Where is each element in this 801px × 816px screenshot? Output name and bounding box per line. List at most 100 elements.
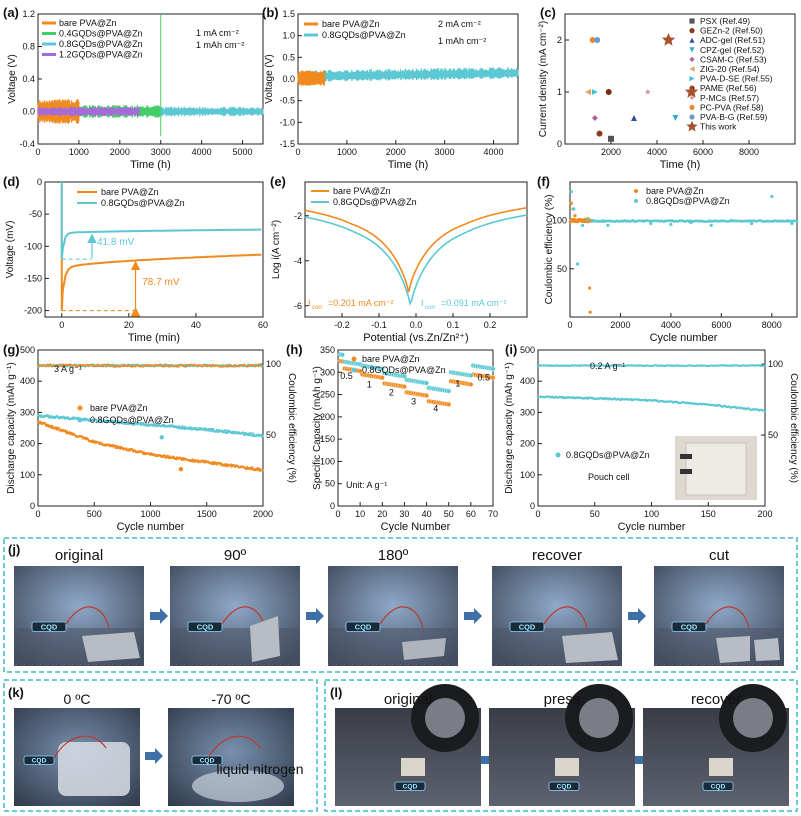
y-tick-label: -0.4 [19, 139, 35, 149]
data-point [424, 393, 430, 399]
y-axis-label: Voltage (V) [264, 54, 275, 103]
rate-label: 1 [367, 379, 372, 389]
x-tick-label: 2000 [601, 147, 621, 157]
x-tick-label: 150 [701, 509, 716, 519]
data-point [243, 433, 246, 436]
data-point [117, 364, 120, 367]
data-point [99, 419, 102, 422]
x-tick-label: 20 [377, 509, 387, 519]
y-tick-label: 300 [20, 407, 35, 417]
data-point [729, 218, 734, 223]
x-tick-label: 0 [59, 320, 64, 330]
data-point [468, 372, 474, 378]
annotation: I [308, 298, 311, 308]
panel-label-h: (h) [286, 342, 303, 357]
photo-note: liquid nitrogen [216, 761, 303, 777]
x-tick-label: 6000 [693, 147, 713, 157]
x-tick-label: 4000 [484, 147, 504, 157]
legend-label: PAME (Ref.56) [700, 83, 757, 93]
data-point [159, 435, 164, 440]
y2-axis-label: Coulombic efficiency (%) [788, 373, 799, 483]
y-tick-label: 0 [30, 501, 35, 511]
legend-marker [351, 356, 357, 362]
y-tick-label: -200 [24, 306, 42, 316]
y-tick-label: 200 [20, 439, 35, 449]
led-device [548, 781, 580, 791]
data-point [225, 365, 229, 368]
y-tick-label: -0.5 [279, 96, 295, 106]
data-point [684, 85, 699, 98]
x-tick-label: 0 [35, 147, 40, 157]
legend-marker [689, 37, 695, 43]
data-point [669, 222, 673, 227]
y-tick-label: 300 [320, 367, 335, 377]
legend-label: GEZn-2 (Ref.50) [700, 26, 763, 36]
pouch-battery [716, 636, 750, 663]
x-tick-label: 200 [757, 509, 772, 519]
data-point [90, 363, 93, 366]
data-point [608, 135, 614, 142]
y-axis-label: Discharge capacity (mAh g⁻¹) [504, 362, 515, 493]
led-device [345, 621, 381, 632]
legend-marker [634, 199, 638, 203]
led-text: CQD [403, 784, 418, 791]
x-tick-label: 1000 [140, 509, 160, 519]
data-point [581, 223, 585, 227]
data-point [202, 459, 205, 462]
y-tick-label: 1.0 [282, 31, 295, 41]
panel-label-f: (f) [537, 174, 550, 189]
x-tick-label: 60 [258, 320, 268, 330]
y-axis-label: Voltage (V) [7, 54, 18, 103]
annotation: =0.201 mA cm⁻² [328, 298, 394, 308]
x-tick-label: 1000 [69, 147, 89, 157]
data-point [215, 428, 218, 431]
legend-label: 0.8GQDs@PVA@Zn [362, 365, 446, 375]
data-point [142, 422, 145, 425]
led-text: CQD [711, 784, 726, 791]
data-point [672, 115, 679, 121]
data-point [82, 363, 85, 367]
legend-label: 0.8GQDs@PVA@Zn [101, 198, 185, 208]
data-point [213, 365, 216, 368]
data-point [180, 458, 183, 462]
x-axis-label: Potential (vs.Zn/Zn²⁺) [363, 332, 468, 344]
y-tick-label: 50 [557, 264, 567, 274]
led-device [671, 621, 707, 632]
x-tick-label: 3000 [435, 147, 455, 157]
y-tick-label: 100 [20, 470, 35, 480]
ice-container [58, 742, 130, 796]
data-point [128, 363, 131, 367]
data-point [148, 364, 151, 367]
y-tick-label: -50 [29, 209, 42, 219]
y-tick-label: 0 [330, 501, 335, 511]
data-point [162, 365, 166, 368]
wire [207, 735, 261, 759]
data-point [770, 194, 774, 199]
data-point [588, 310, 592, 314]
data-point [114, 365, 117, 368]
photo-panels: CQD original CQD 90º CQD 180º CQD recover CQD cut… [3, 537, 798, 812]
pouch-battery [754, 638, 780, 661]
y-tick-label: -100 [24, 241, 42, 251]
chart-h: 0 10 20 30 40 50 60 70 0 50 100 150 200 250 300 350 Cycl… [312, 345, 498, 533]
data-point [585, 89, 591, 95]
x-tick-label: 3000 [151, 147, 171, 157]
data-point [649, 221, 653, 226]
x-tick-label: 0.0 [410, 320, 423, 330]
pouch-tab [680, 469, 692, 474]
led-device [187, 621, 223, 632]
legend-marker [555, 452, 561, 458]
wire [543, 606, 588, 629]
led-device [702, 781, 734, 791]
data-point [153, 365, 156, 368]
data-point [101, 364, 104, 368]
chart-f: 0 2000 4000 6000 8000 50 100 Cycle number Coulom… [544, 181, 799, 344]
x-tick-label: 1000 [337, 147, 357, 157]
legend-marker [689, 104, 695, 110]
photo-caption: 0 ºC [64, 691, 91, 707]
data-point [166, 454, 169, 457]
legend-label: bare PVA@Zn [333, 186, 391, 196]
y-tick-label: 0.5 [282, 52, 295, 62]
data-point [44, 365, 47, 368]
data-point [167, 365, 170, 368]
